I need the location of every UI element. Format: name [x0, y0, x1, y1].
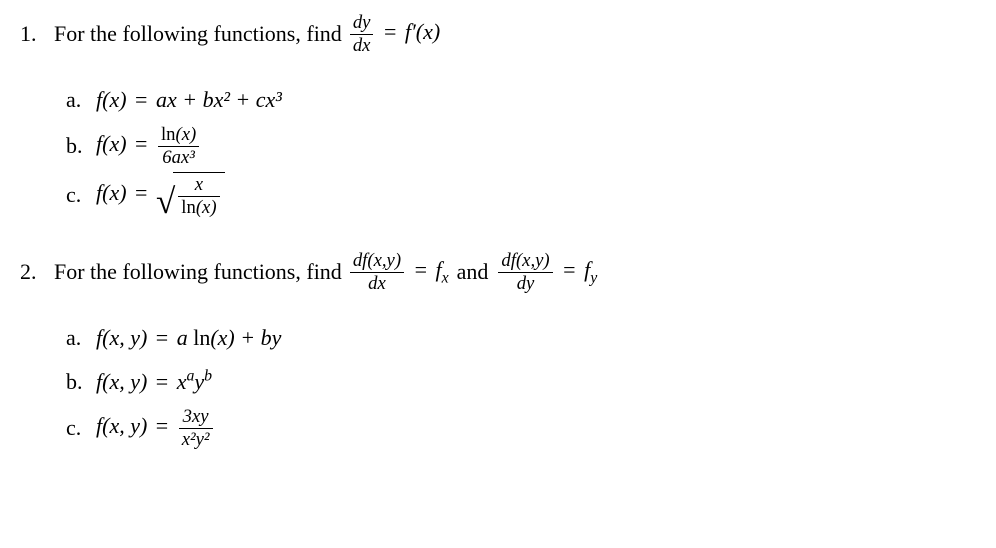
equation: f(x, y) = a ln(x) + by [96, 323, 281, 354]
problem-1-items: a. f(x) = ax + bx² + cx³ b. f(x) = ln(x)… [66, 80, 976, 218]
problem-2: 2. For the following functions, find df(… [20, 250, 976, 450]
problem-number: 1. [20, 19, 54, 50]
equation: f(x, y) = 3xy x²y² [96, 406, 215, 450]
equation: f(x) = ln(x) 6ax³ [96, 124, 201, 168]
prompt-equation: dy dx = f′(x) [348, 12, 440, 56]
conjunction: and [457, 257, 489, 288]
prompt-equation-2: df(x,y) dy = fy [496, 250, 597, 294]
problem-number: 2. [20, 257, 54, 288]
problem-1-prompt: 1. For the following functions, find dy … [20, 12, 976, 56]
item-1b: b. f(x) = ln(x) 6ax³ [66, 124, 976, 168]
problem-2-prompt: 2. For the following functions, find df(… [20, 250, 976, 294]
prompt-text: For the following functions, find [54, 257, 342, 288]
item-1c: c. f(x) = √ x ln(x) [66, 172, 976, 218]
equation: f(x) = √ x ln(x) [96, 172, 225, 218]
prompt-text: For the following functions, find [54, 19, 342, 50]
item-2a: a. f(x, y) = a ln(x) + by [66, 318, 976, 358]
equation: f(x, y) = xayb [96, 367, 212, 398]
item-1a: a. f(x) = ax + bx² + cx³ [66, 80, 976, 120]
problem-2-items: a. f(x, y) = a ln(x) + by b. f(x, y) = x… [66, 318, 976, 450]
item-2b: b. f(x, y) = xayb [66, 362, 976, 402]
item-2c: c. f(x, y) = 3xy x²y² [66, 406, 976, 450]
problem-1: 1. For the following functions, find dy … [20, 12, 976, 218]
prompt-equation-1: df(x,y) dx = fx [348, 250, 449, 294]
equation: f(x) = ax + bx² + cx³ [96, 85, 282, 116]
